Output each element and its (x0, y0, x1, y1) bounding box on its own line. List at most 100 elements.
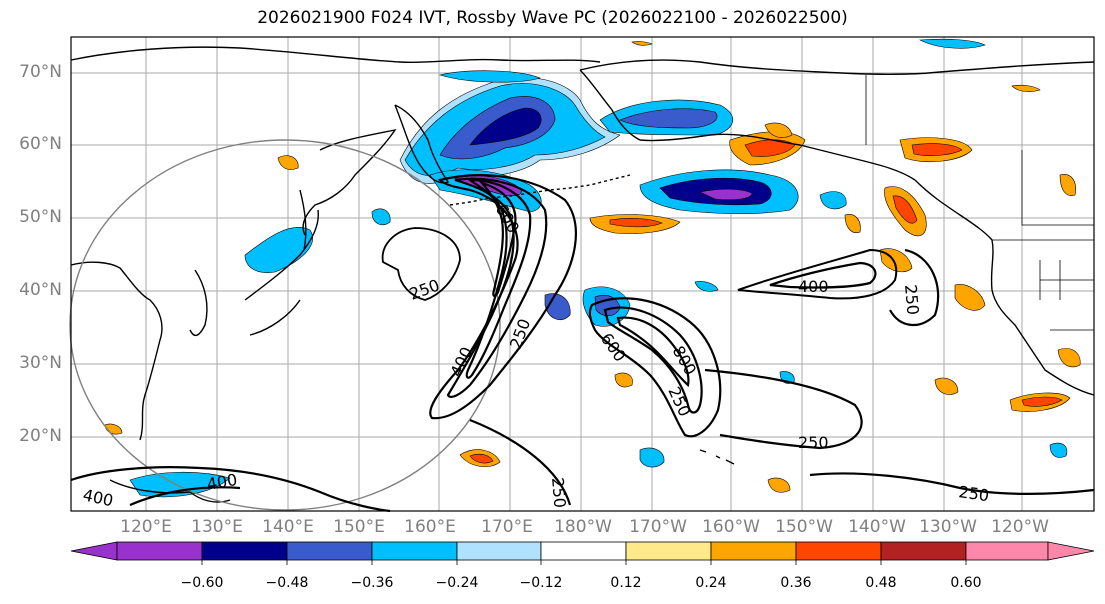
shade-hawaii-cyan (639, 447, 665, 468)
coast-okhotsk (302, 128, 397, 236)
contour-label: 250 (548, 477, 570, 509)
contour-kam-inner (465, 178, 532, 379)
shade-canada-red (892, 195, 918, 224)
colorbar-segment (201, 541, 288, 561)
colorbar-tick-label: −0.60 (180, 575, 224, 591)
coast-sw-islands (109, 479, 231, 503)
contour-south-far (809, 472, 1095, 495)
colorbar-segment (540, 541, 627, 561)
lat-label: 30°N (19, 353, 62, 373)
ivt-shading (104, 38, 1081, 498)
contour-south-long (70, 418, 572, 513)
colorbar (70, 541, 1095, 565)
shade-arctic-orange (764, 122, 793, 138)
shade-arctic-cyan (438, 70, 541, 83)
shade-sw-cyan (129, 471, 231, 498)
shade-japan-cyan (244, 227, 313, 273)
contour-kam-outer (429, 174, 577, 420)
shade-bering-navy (469, 107, 542, 146)
lat-label: 60°N (19, 134, 62, 154)
colorbar-tick-label: −0.24 (435, 575, 479, 591)
domain-circle (69, 139, 501, 511)
shade-e-orange2 (1059, 174, 1076, 196)
coast-asia-north (70, 46, 601, 64)
contour-label: 400 (798, 277, 829, 296)
colorbar-tick-label: 0.24 (695, 575, 727, 591)
coast-sakhalin (299, 189, 307, 251)
lat-label: 70°N (19, 62, 62, 82)
shade-small-cyan1 (371, 208, 391, 225)
lon-label: 130°E (191, 517, 243, 537)
shade-alaska-blue (619, 108, 718, 129)
colorbar-segment (965, 541, 1049, 561)
colorbar-tick-label: 0.12 (610, 575, 642, 591)
lon-label: 170°E (481, 517, 533, 537)
coastlines (70, 46, 1095, 503)
map-title: 2026021900 F024 IVT, Rossby Wave PC (202… (257, 8, 848, 28)
contour-label: 250 (901, 284, 923, 316)
contour-label: 250 (957, 482, 990, 505)
shade-gulf-purple (699, 188, 753, 201)
shade-gulf-red (609, 218, 663, 228)
shade-small-cyan4 (1049, 442, 1068, 458)
colorbar-tick-label: 0.60 (950, 575, 982, 591)
lat-label: 50°N (19, 207, 62, 227)
contour-sub-mid (603, 306, 703, 414)
contour-east-wide (889, 248, 940, 326)
shade-eq-orange (934, 377, 959, 395)
colorbar-segment (70, 541, 118, 561)
coast-alaska-north (579, 59, 1095, 75)
lon-label: 140°E (262, 517, 314, 537)
colorbar-segment (795, 541, 882, 561)
lon-label: 150°W (775, 517, 833, 537)
lon-label: 160°E (404, 517, 456, 537)
shade-sub-orange2 (614, 372, 633, 388)
shade-west-orange (954, 284, 986, 311)
colorbar-tick-label: −0.12 (519, 575, 563, 591)
shade-ak2-red (911, 143, 963, 156)
colorbar-segment (710, 541, 797, 561)
shade-nw-orange (277, 155, 299, 170)
lon-label: 120°E (120, 517, 172, 537)
lon-label: 180°W (554, 517, 612, 537)
ivt-contours (70, 174, 1095, 513)
contour-south-band (704, 368, 863, 450)
contour-sub-inner (616, 316, 690, 388)
coast-asia-east (70, 261, 163, 441)
coast-japan (244, 209, 319, 336)
coast-alaska-west (579, 69, 916, 181)
lon-label: 170°W (629, 517, 687, 537)
coast-korea (189, 269, 208, 337)
colorbar-segment (456, 541, 542, 561)
contour-kam-core (478, 180, 517, 297)
shade-arctic-orange3 (631, 41, 653, 46)
lon-label: 120°W (991, 517, 1049, 537)
shade-sub-orange (767, 477, 791, 493)
colorbar-segment (116, 541, 203, 561)
contour-west-loop (381, 227, 461, 301)
shade-arctic-orange2 (1011, 84, 1041, 92)
shade-e-orange1 (844, 214, 861, 233)
shade-ak-red (744, 139, 796, 157)
colorbar-segment (371, 541, 458, 561)
colorbar-tick-label: 0.36 (780, 575, 812, 591)
shade-mex-red (1021, 396, 1063, 407)
shade-ne-cyan2 (819, 191, 847, 210)
shade-ne-cyan (918, 38, 986, 49)
coast-kamchatka (394, 104, 450, 184)
coast-canada-west (914, 179, 1095, 396)
coast-hawaii (699, 449, 735, 465)
shade-hawaii-red (469, 453, 494, 464)
colorbar-tick-label: −0.36 (350, 575, 394, 591)
map-frame (70, 36, 1095, 512)
lat-label: 20°N (19, 426, 62, 446)
contour-sw-loop (129, 486, 241, 507)
colorbar-segment (880, 541, 967, 561)
shade-baja-orange (1057, 348, 1081, 368)
lon-label: 130°W (919, 517, 977, 537)
colorbar-segment (286, 541, 373, 561)
lat-label: 40°N (19, 280, 62, 300)
contour-label: 250 (798, 433, 829, 452)
coast-aleutians (449, 174, 631, 206)
